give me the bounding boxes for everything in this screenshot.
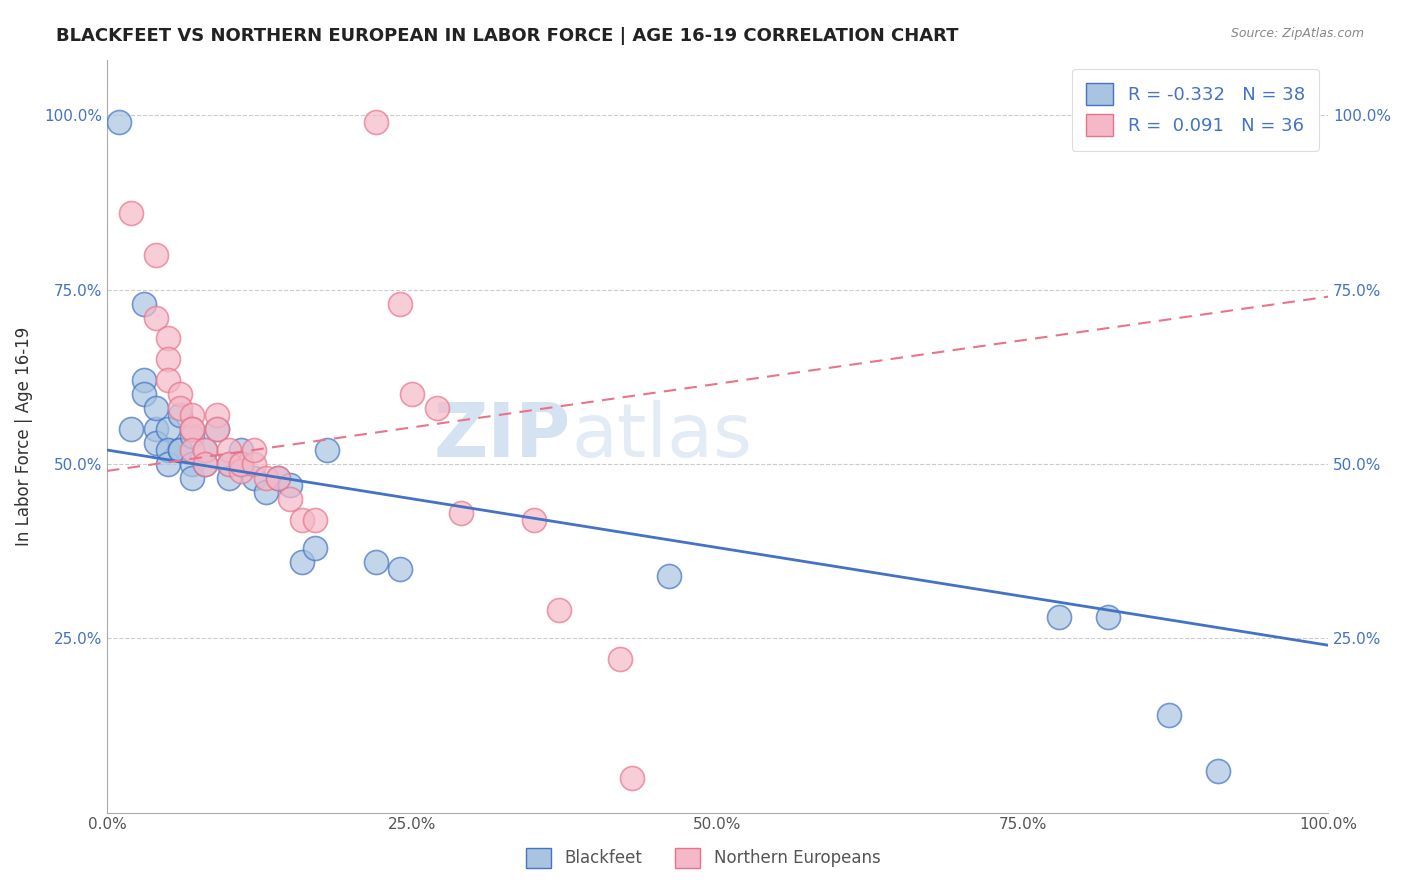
- Point: [304, 541, 326, 555]
- Point: [194, 457, 217, 471]
- Point: [523, 513, 546, 527]
- Point: [401, 387, 423, 401]
- Point: [450, 506, 472, 520]
- Point: [389, 296, 412, 310]
- Text: atlas: atlas: [571, 400, 752, 473]
- Point: [304, 513, 326, 527]
- Point: [205, 422, 228, 436]
- Point: [1049, 610, 1071, 624]
- Point: [132, 373, 155, 387]
- Point: [181, 429, 204, 443]
- Point: [145, 310, 167, 325]
- Point: [1206, 764, 1229, 778]
- Point: [231, 442, 253, 457]
- Point: [169, 442, 191, 457]
- Point: [169, 401, 191, 416]
- Point: [231, 457, 253, 471]
- Point: [157, 373, 180, 387]
- Point: [218, 471, 240, 485]
- Point: [132, 387, 155, 401]
- Point: [157, 331, 180, 345]
- Point: [291, 555, 314, 569]
- Point: [205, 408, 228, 422]
- Point: [169, 387, 191, 401]
- Point: [181, 457, 204, 471]
- Point: [218, 457, 240, 471]
- Point: [254, 484, 277, 499]
- Point: [278, 491, 301, 506]
- Point: [108, 115, 131, 129]
- Point: [181, 422, 204, 436]
- Point: [389, 561, 412, 575]
- Point: [242, 457, 264, 471]
- Point: [120, 206, 142, 220]
- Point: [157, 352, 180, 367]
- Point: [120, 422, 142, 436]
- Point: [205, 422, 228, 436]
- Point: [169, 442, 191, 457]
- Point: [364, 555, 387, 569]
- Point: [181, 408, 204, 422]
- Point: [218, 442, 240, 457]
- Point: [145, 422, 167, 436]
- Text: BLACKFEET VS NORTHERN EUROPEAN IN LABOR FORCE | AGE 16-19 CORRELATION CHART: BLACKFEET VS NORTHERN EUROPEAN IN LABOR …: [56, 27, 959, 45]
- Point: [181, 422, 204, 436]
- Point: [231, 464, 253, 478]
- Point: [267, 471, 290, 485]
- Point: [169, 408, 191, 422]
- Point: [315, 442, 337, 457]
- Legend: Blackfeet, Northern Europeans: Blackfeet, Northern Europeans: [519, 841, 887, 875]
- Point: [194, 457, 217, 471]
- Legend: R = -0.332   N = 38, R =  0.091   N = 36: R = -0.332 N = 38, R = 0.091 N = 36: [1071, 69, 1319, 151]
- Point: [132, 296, 155, 310]
- Point: [658, 568, 681, 582]
- Point: [426, 401, 449, 416]
- Point: [364, 115, 387, 129]
- Point: [181, 442, 204, 457]
- Point: [157, 457, 180, 471]
- Point: [267, 471, 290, 485]
- Point: [291, 513, 314, 527]
- Text: Source: ZipAtlas.com: Source: ZipAtlas.com: [1230, 27, 1364, 40]
- Point: [157, 442, 180, 457]
- Point: [194, 442, 217, 457]
- Point: [1159, 707, 1181, 722]
- Point: [621, 771, 644, 785]
- Y-axis label: In Labor Force | Age 16-19: In Labor Force | Age 16-19: [15, 326, 32, 546]
- Point: [547, 603, 569, 617]
- Point: [145, 248, 167, 262]
- Point: [145, 436, 167, 450]
- Point: [231, 457, 253, 471]
- Point: [609, 652, 631, 666]
- Point: [145, 401, 167, 416]
- Text: ZIP: ZIP: [434, 400, 571, 473]
- Point: [242, 442, 264, 457]
- Point: [1097, 610, 1119, 624]
- Point: [242, 471, 264, 485]
- Point: [218, 457, 240, 471]
- Point: [181, 471, 204, 485]
- Point: [194, 442, 217, 457]
- Point: [254, 471, 277, 485]
- Point: [278, 478, 301, 492]
- Point: [157, 422, 180, 436]
